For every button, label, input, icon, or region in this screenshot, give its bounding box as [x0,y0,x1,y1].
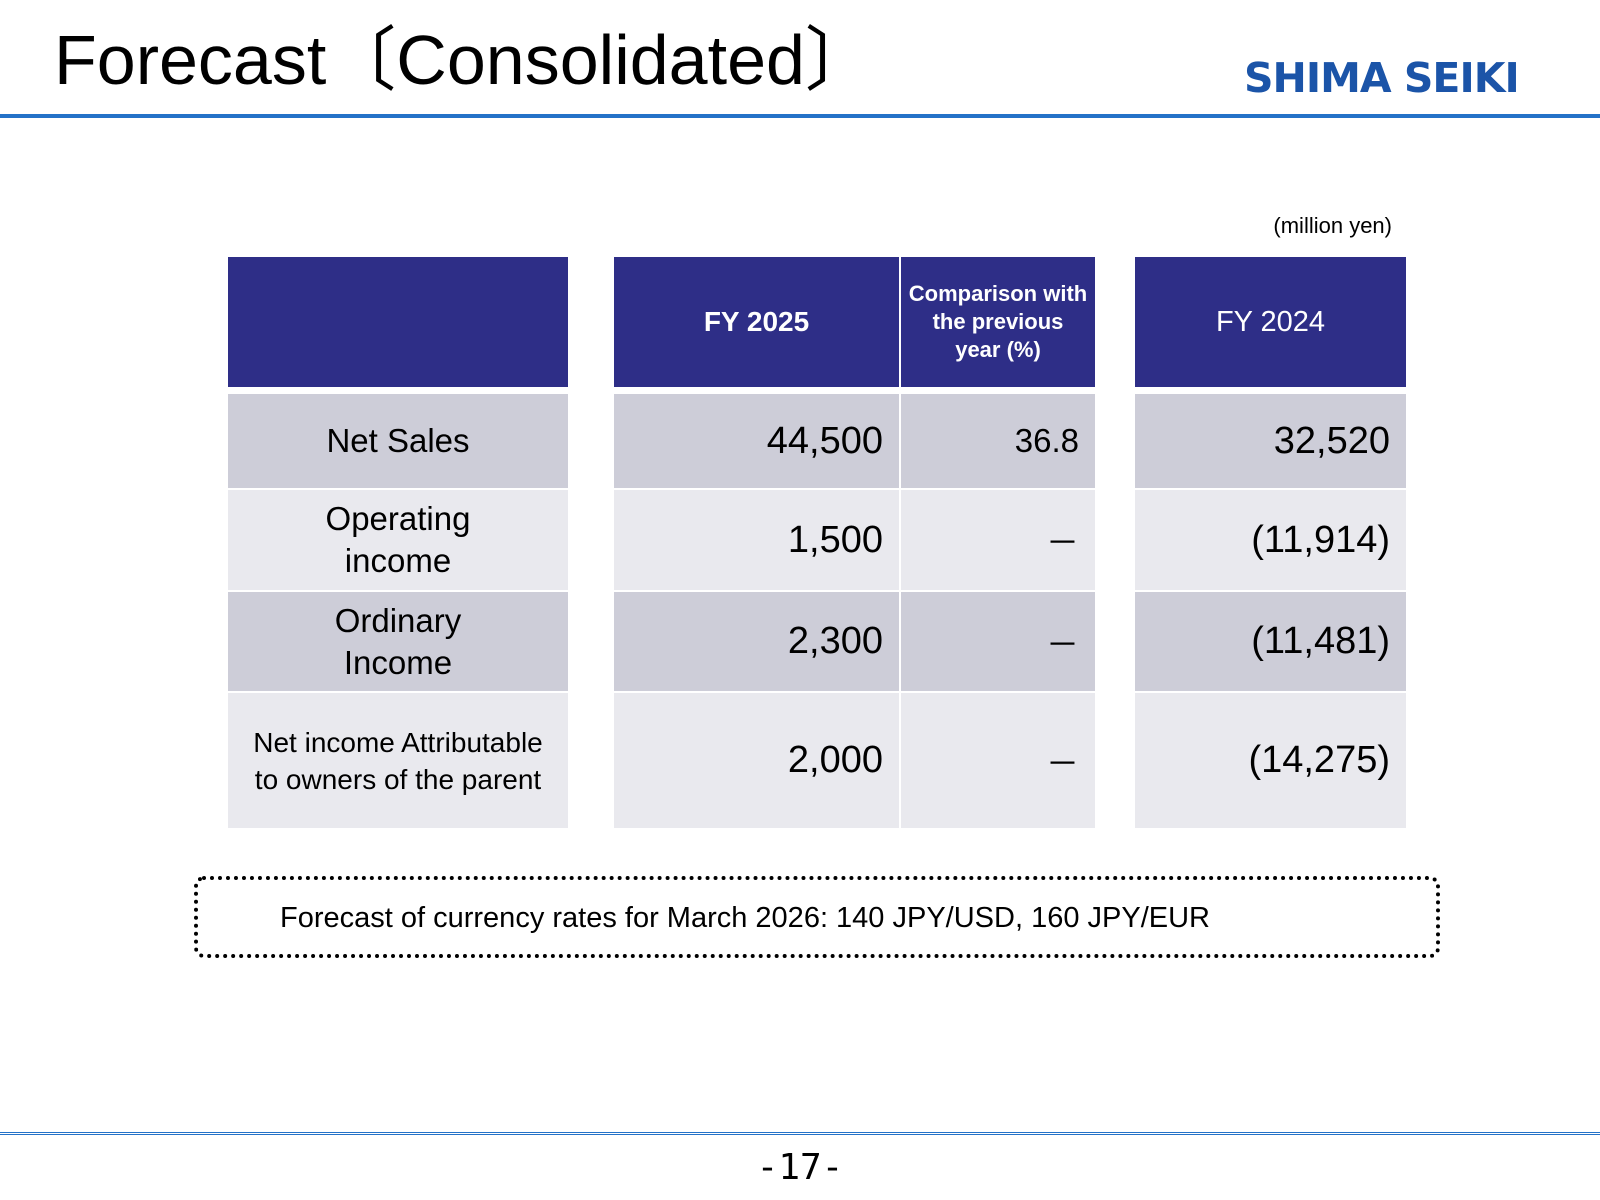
cell-net-income-fy2024: (14,275) [1135,693,1406,828]
cell-ordinary-income-fy2024: (11,481) [1135,592,1406,691]
unit-label: (million yen) [1273,213,1392,238]
column-header-fy2024: FY 2024 [1135,257,1406,387]
cell-operating-income-comparison: － [901,490,1095,590]
table-header-blank [228,257,568,387]
cell-net-sales-fy2025: 44,500 [614,394,899,488]
header-divider [0,114,1600,118]
cell-net-sales-comparison: 36.8 [901,394,1095,488]
page-title: Forecast〔Consolidated〕 [54,21,875,99]
currency-note-text: Forecast of currency rates for March 202… [280,902,1210,934]
cell-net-income-comparison: － [901,693,1095,828]
column-header-comparison: Comparison with the previous year (%) [901,257,1095,387]
row-label-net-sales: Net Sales [228,394,568,488]
row-label-net-income: Net income Attributable to owners of the… [228,693,568,828]
company-logo: SHIMA SEIKI [1244,54,1520,102]
row-label-operating-income: Operating income [228,490,568,590]
cell-operating-income-fy2025: 1,500 [614,490,899,590]
cell-ordinary-income-fy2025: 2,300 [614,592,899,691]
cell-ordinary-income-comparison: － [901,592,1095,691]
page-number: -17- [756,1147,844,1188]
cell-net-income-fy2025: 2,000 [614,693,899,828]
cell-net-sales-fy2024: 32,520 [1135,394,1406,488]
footer-divider [0,1132,1600,1135]
cell-operating-income-fy2024: (11,914) [1135,490,1406,590]
row-label-ordinary-income: Ordinary Income [228,592,568,691]
column-header-fy2025: FY 2025 [614,257,899,387]
currency-note-box [194,876,1440,958]
